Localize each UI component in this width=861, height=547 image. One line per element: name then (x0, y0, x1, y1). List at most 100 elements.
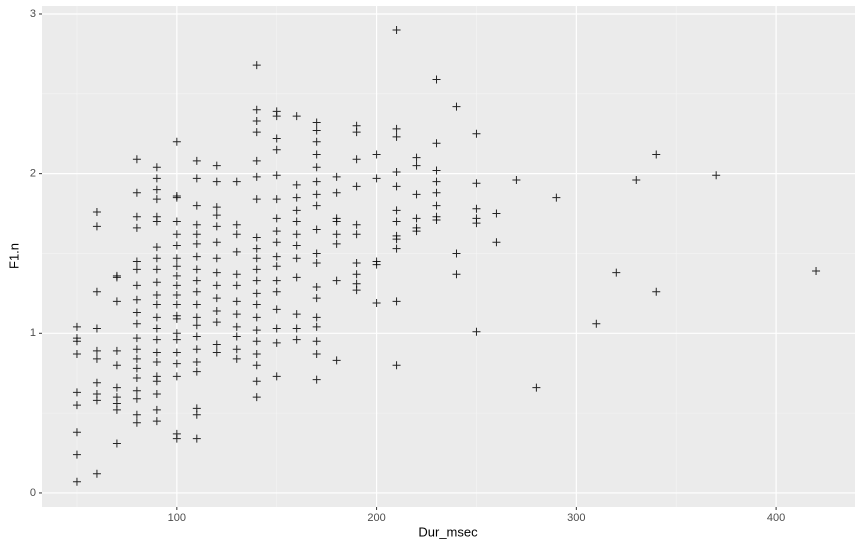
point (152, 195, 161, 204)
point (192, 220, 201, 229)
point (252, 393, 261, 402)
point (252, 156, 261, 165)
point (192, 358, 201, 367)
point (172, 335, 181, 344)
point (252, 289, 261, 298)
point (152, 290, 161, 299)
point (232, 247, 241, 256)
point (192, 201, 201, 210)
point (272, 134, 281, 143)
x-tick-label: 100 (168, 512, 186, 524)
point (312, 294, 321, 303)
point (152, 348, 161, 357)
point (172, 372, 181, 381)
point (152, 405, 161, 414)
point (252, 254, 261, 263)
point (312, 137, 321, 146)
point (352, 270, 361, 279)
point (272, 276, 281, 285)
point (212, 254, 221, 263)
point (132, 212, 141, 221)
point (252, 244, 261, 253)
point (392, 217, 401, 226)
point (192, 313, 201, 322)
point (252, 300, 261, 309)
point (432, 188, 441, 197)
point (272, 214, 281, 223)
point (292, 180, 301, 189)
point (472, 129, 481, 138)
point (332, 356, 341, 365)
point (172, 348, 181, 357)
point (132, 354, 141, 363)
point (172, 281, 181, 290)
point (612, 268, 621, 277)
point (192, 287, 201, 296)
point (392, 244, 401, 253)
point (292, 230, 301, 239)
y-axis-title: F1.n (6, 243, 21, 269)
point (132, 188, 141, 197)
point (312, 313, 321, 322)
point (812, 267, 821, 276)
point (252, 172, 261, 181)
point (412, 153, 421, 162)
point (152, 185, 161, 194)
point (172, 230, 181, 239)
point (212, 203, 221, 212)
point (372, 150, 381, 159)
point (252, 233, 261, 242)
point (712, 171, 721, 180)
point (192, 265, 201, 274)
point (152, 217, 161, 226)
point (92, 378, 101, 387)
point (92, 287, 101, 296)
point (172, 300, 181, 309)
point (372, 298, 381, 307)
point (172, 137, 181, 146)
point (312, 150, 321, 159)
point (332, 172, 341, 181)
point (272, 372, 281, 381)
point (252, 276, 261, 285)
point (452, 249, 461, 258)
point (252, 195, 261, 204)
point (192, 332, 201, 341)
point (292, 310, 301, 319)
point (152, 358, 161, 367)
point (252, 265, 261, 274)
point (412, 161, 421, 170)
point (312, 249, 321, 258)
point (312, 350, 321, 359)
point (212, 318, 221, 327)
point (272, 262, 281, 271)
point (272, 238, 281, 247)
point (312, 201, 321, 210)
point (432, 166, 441, 175)
point (172, 241, 181, 250)
point (192, 367, 201, 376)
point (352, 230, 361, 239)
point (352, 155, 361, 164)
point (72, 477, 81, 486)
point (272, 171, 281, 180)
point (392, 361, 401, 370)
x-tick-label: 400 (767, 512, 785, 524)
point (212, 348, 221, 357)
point (272, 305, 281, 314)
point (112, 405, 121, 414)
point (112, 439, 121, 448)
point (252, 313, 261, 322)
point (252, 128, 261, 137)
point (452, 270, 461, 279)
point (212, 281, 221, 290)
point (192, 174, 201, 183)
point (312, 225, 321, 234)
point (132, 223, 141, 232)
point (192, 410, 201, 419)
point (132, 308, 141, 317)
point (632, 176, 641, 185)
point (352, 286, 361, 295)
point (212, 177, 221, 186)
point (232, 177, 241, 186)
